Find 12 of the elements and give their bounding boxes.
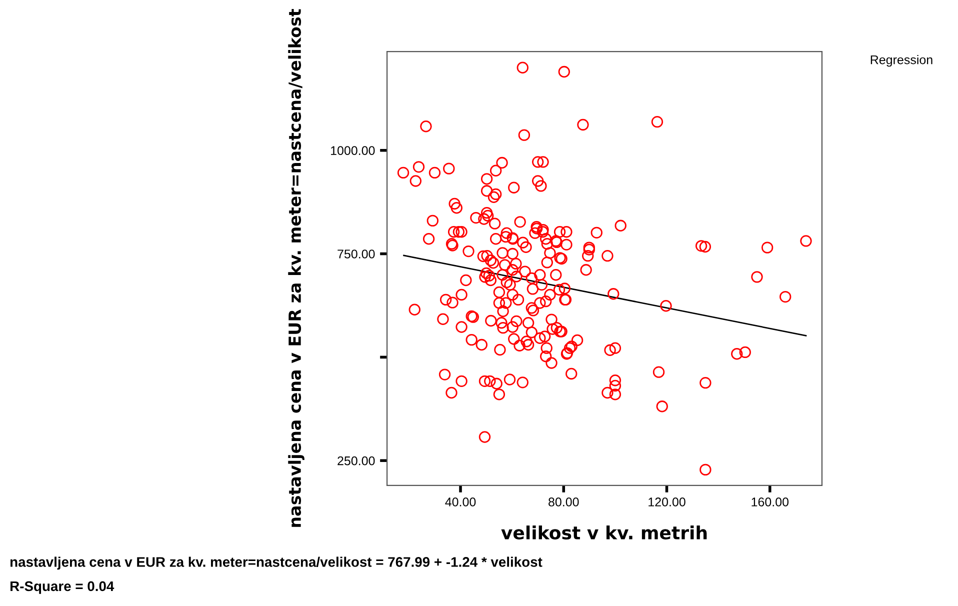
text: R-Square = 0.04: [10, 581, 114, 594]
x-tick-label: 40.00: [445, 498, 476, 506]
y-axis-title: nastavljena cena v EUR za kv. meter=nastcena/velikost: [288, 9, 304, 527]
y-tick-label: 250.00: [338, 456, 375, 466]
text: Regression: [870, 55, 932, 67]
y-tick-label: 750.00: [338, 250, 375, 258]
text: nastavljena cena v EUR za kv. meter=nastcena/velikost = 767.99 + -1.24 * velikost: [10, 556, 542, 570]
x-tick-label: 160.00: [752, 498, 789, 506]
x-axis-title: velikost v kv. metrih: [501, 526, 707, 540]
x-tick-label: 80.00: [548, 498, 579, 506]
y-tick-label: 1000.00: [331, 146, 375, 156]
x-tick-label: 120.00: [648, 498, 686, 506]
